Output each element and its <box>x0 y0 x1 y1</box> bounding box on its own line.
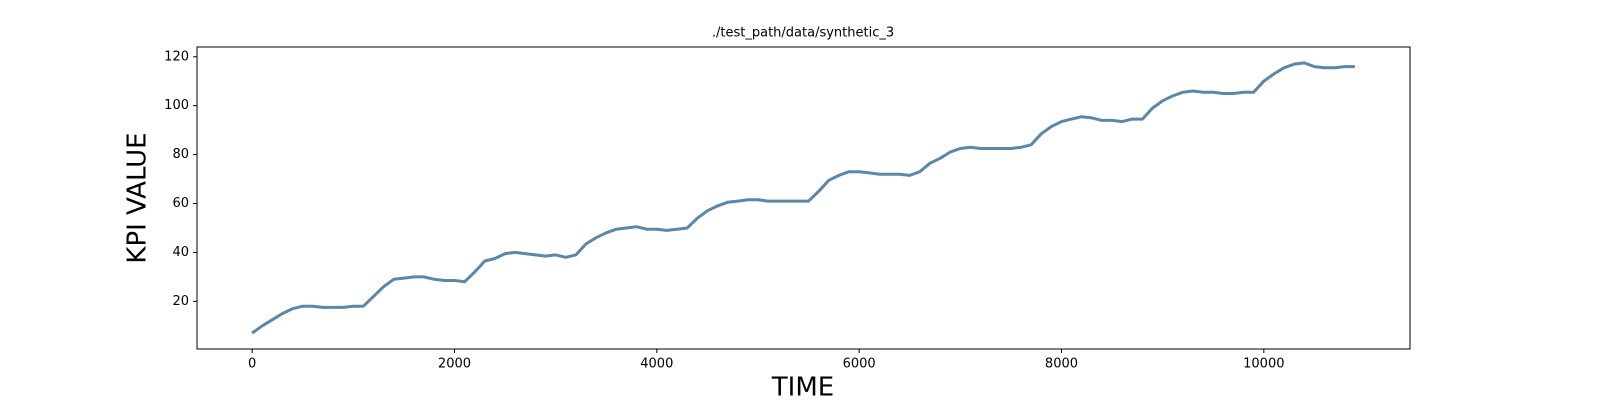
x-axis-label: TIME <box>771 373 834 400</box>
y-tick-label: 120 <box>164 49 189 64</box>
x-tick-label: 4000 <box>640 357 673 372</box>
y-tick-label: 60 <box>172 196 189 211</box>
x-tick-label: 10000 <box>1243 357 1284 372</box>
chart-title: ./test_path/data/synthetic_3 <box>712 26 894 41</box>
y-tick-label: 40 <box>172 245 189 260</box>
plot-frame <box>196 46 1411 350</box>
y-axis-label: KPI VALUE <box>123 132 153 263</box>
y-tick-label: 100 <box>164 98 189 113</box>
data-line <box>251 61 1355 335</box>
x-tick-label: 2000 <box>438 357 471 372</box>
x-tick-label: 0 <box>248 357 256 372</box>
y-tick-label: 80 <box>172 147 189 162</box>
y-tick-label: 20 <box>172 294 189 309</box>
x-tick-label: 8000 <box>1045 357 1078 372</box>
x-tick-label: 6000 <box>843 357 876 372</box>
